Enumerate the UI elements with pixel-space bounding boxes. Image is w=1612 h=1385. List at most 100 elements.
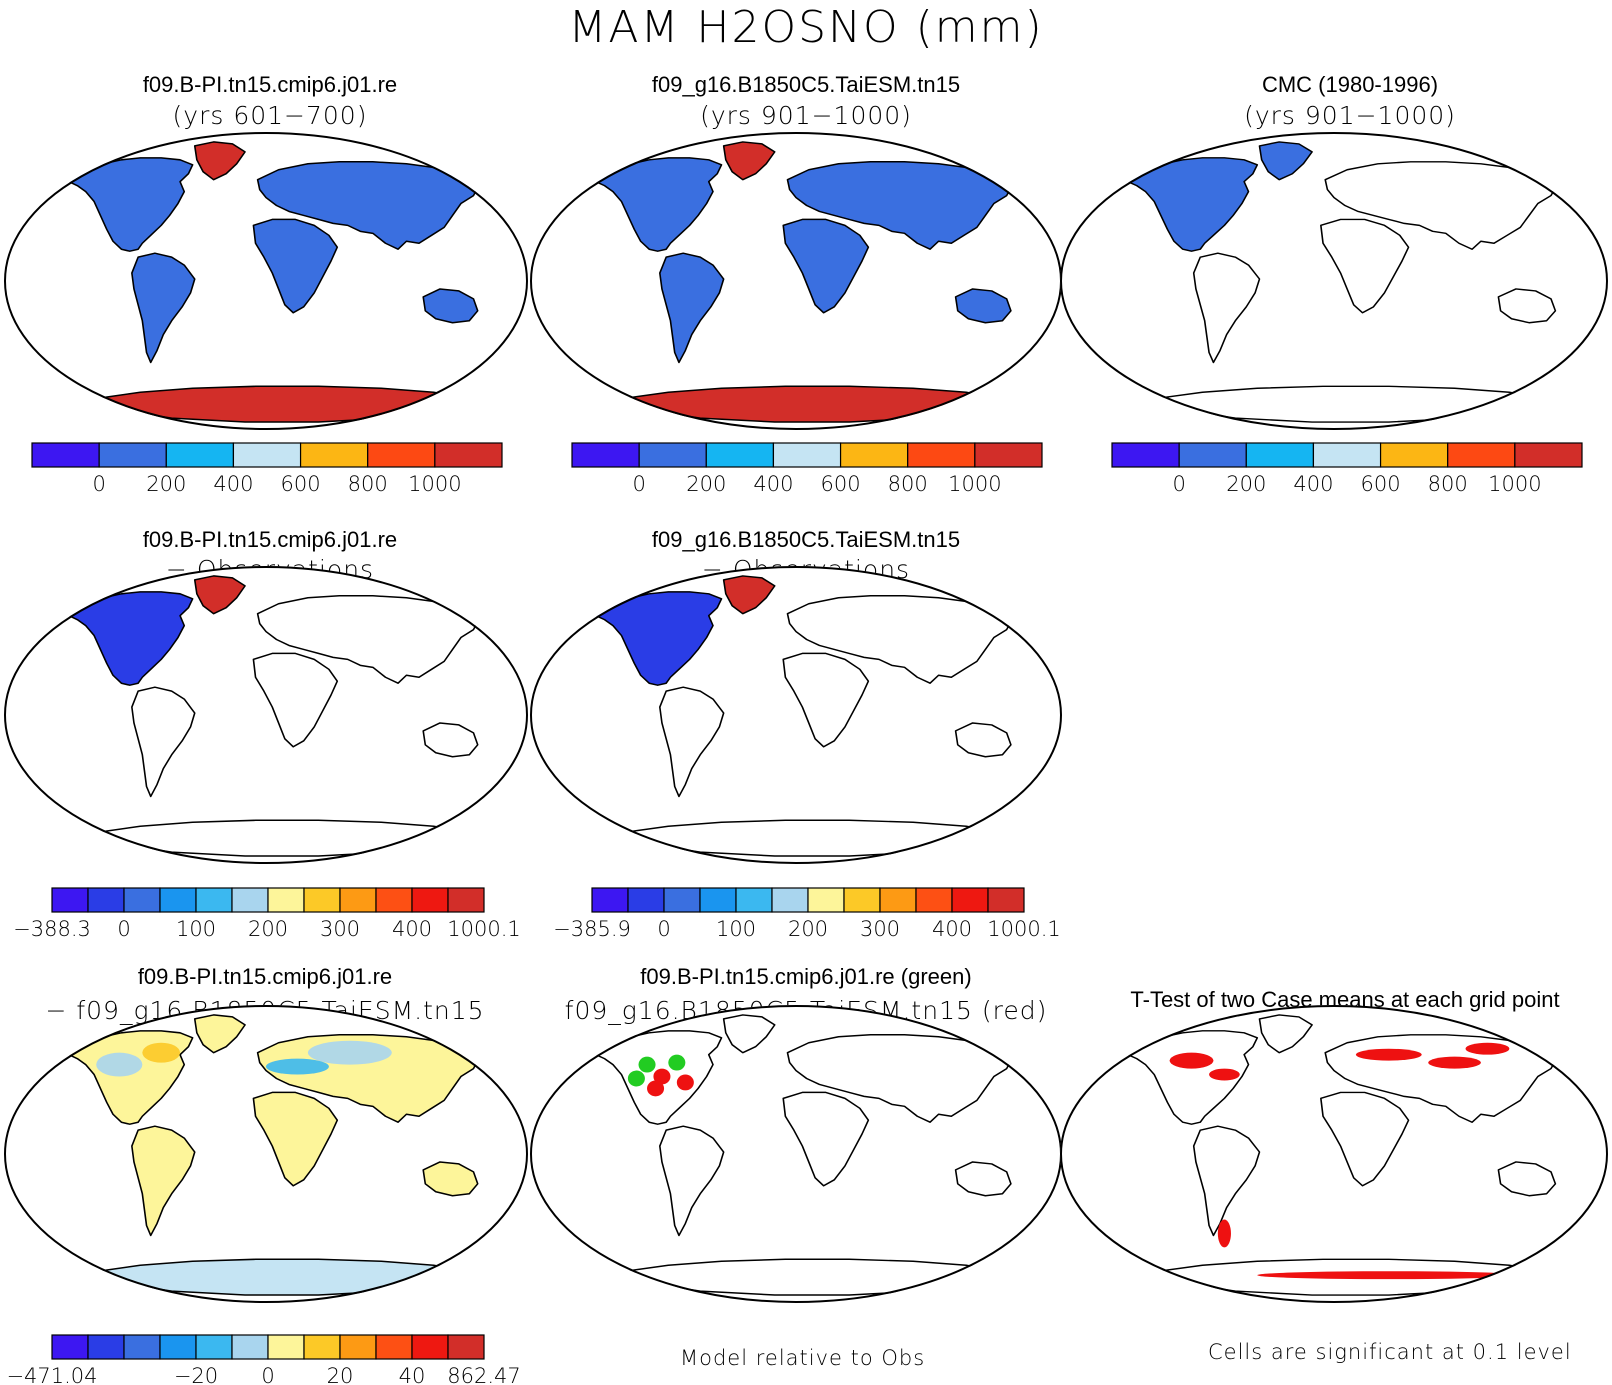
colorbar-swatch bbox=[367, 442, 436, 468]
colorbar-3: 0 200 400 600 800 1000 bbox=[1111, 442, 1583, 496]
colorbar-6: −471.04 −20 0 20 40 862.47 bbox=[6, 1334, 521, 1385]
colorbar-tick-label: 400 bbox=[392, 917, 432, 941]
map-border bbox=[4, 132, 528, 430]
colorbar-tick-label: 0 bbox=[1172, 472, 1185, 496]
anomaly-patch bbox=[266, 1058, 329, 1075]
colorbar-tick-label: 600 bbox=[281, 472, 321, 496]
colorbar-swatch bbox=[951, 887, 989, 913]
colorbar-swatch bbox=[267, 887, 305, 913]
south-america-outline bbox=[1192, 252, 1261, 364]
colorbar-swatch bbox=[627, 887, 665, 913]
colorbar-tick-label: 0 bbox=[92, 472, 105, 496]
colorbar-swatch bbox=[807, 887, 845, 913]
eurasia-outline bbox=[256, 161, 481, 250]
colorbar-tick-label: 200 bbox=[1226, 472, 1266, 496]
greenland-outline bbox=[193, 141, 246, 181]
colorbar-tick-label: 1000.1 bbox=[987, 917, 1060, 941]
eurasia-outline bbox=[1324, 1034, 1559, 1123]
colorbar-swatch bbox=[299, 442, 369, 468]
colorbar-swatch bbox=[571, 442, 640, 468]
africa-outline bbox=[782, 1091, 870, 1187]
eurasia-outline bbox=[786, 1034, 1014, 1123]
colorbar-swatch bbox=[267, 1334, 305, 1360]
colorbar-tick-label: −471.04 bbox=[6, 1364, 97, 1385]
australia-outline bbox=[1497, 1161, 1557, 1197]
colorbar-swatch bbox=[411, 1334, 449, 1360]
significance-blob bbox=[653, 1068, 671, 1085]
colorbar-tick-label: 0 bbox=[117, 917, 130, 941]
colorbar-swatch bbox=[1447, 442, 1516, 468]
colorbar-tick-label: 100 bbox=[716, 917, 756, 941]
panel-7-title: f09.B-PI.tn15.cmip6.j01.re (green) bbox=[640, 964, 972, 989]
colorbar-tick-label: 20 bbox=[327, 1364, 354, 1385]
panel-2-subtitle: (yrs 901−1000) bbox=[700, 101, 912, 130]
north-america-outline bbox=[66, 157, 194, 252]
colorbar-tick-label: 800 bbox=[1428, 472, 1468, 496]
anomaly-patch bbox=[96, 1052, 143, 1077]
colorbar-swatch bbox=[159, 1334, 197, 1360]
significance-blob bbox=[647, 1080, 665, 1097]
colorbar-swatch bbox=[87, 1334, 125, 1360]
africa-outline bbox=[252, 652, 339, 748]
map-border bbox=[1060, 1005, 1608, 1303]
map-panel-6 bbox=[4, 1005, 528, 1303]
colorbar-swatch bbox=[339, 1334, 377, 1360]
colorbar-tick-label: 800 bbox=[888, 472, 928, 496]
colorbar-tick-label: 0 bbox=[632, 472, 645, 496]
colorbar-swatch bbox=[735, 887, 773, 913]
australia-outline bbox=[954, 722, 1012, 758]
significant-cells bbox=[1465, 1042, 1510, 1055]
colorbar-1: 0 200 400 600 800 1000 bbox=[31, 442, 503, 496]
significance-blob bbox=[638, 1056, 656, 1073]
map-panel-4 bbox=[4, 566, 528, 864]
colorbar-swatch bbox=[231, 887, 269, 913]
significance-note: Cells are significant at 0.1 level bbox=[1208, 1340, 1572, 1364]
significant-cells bbox=[1257, 1271, 1521, 1280]
colorbar-swatch bbox=[339, 887, 377, 913]
significant-cells bbox=[1209, 1068, 1240, 1081]
colorbar-swatch bbox=[772, 442, 842, 468]
eurasia-outline bbox=[256, 595, 481, 684]
north-america-outline bbox=[1124, 157, 1259, 252]
panel-3-title: CMC (1980-1996) bbox=[1261, 72, 1439, 97]
greenland-outline bbox=[193, 575, 246, 615]
colorbar-tick-label: 400 bbox=[753, 472, 793, 496]
australia-outline bbox=[422, 1161, 479, 1197]
australia-outline bbox=[422, 288, 479, 324]
map-panel-8 bbox=[1060, 1005, 1608, 1303]
colorbar-5: −385.9 0 100 200 300 400 1000.1 bbox=[553, 887, 1061, 941]
panel-4-title: f09.B-PI.tn15.cmip6.j01.re bbox=[142, 527, 398, 552]
colorbar-tick-label: 400 bbox=[1293, 472, 1333, 496]
colorbar-swatch bbox=[375, 1334, 413, 1360]
colorbar-swatch bbox=[974, 442, 1043, 468]
colorbar-swatch bbox=[87, 887, 125, 913]
africa-outline bbox=[782, 652, 870, 748]
ocean-background bbox=[1060, 1005, 1608, 1303]
south-america-outline bbox=[1192, 1125, 1261, 1237]
colorbar-swatch bbox=[411, 887, 449, 913]
colorbar-swatch bbox=[1245, 442, 1315, 468]
colorbar-swatch bbox=[447, 887, 485, 913]
colorbar-tick-label: 200 bbox=[686, 472, 726, 496]
colorbar-tick-label: 300 bbox=[860, 917, 900, 941]
panel-6-title: f09.B-PI.tn15.cmip6.j01.re bbox=[137, 964, 393, 989]
colorbar-swatch bbox=[375, 887, 413, 913]
africa-outline bbox=[1320, 1091, 1410, 1187]
colorbar-swatch bbox=[31, 442, 100, 468]
colorbar-tick-label: 200 bbox=[248, 917, 288, 941]
colorbar-tick-label: 600 bbox=[1361, 472, 1401, 496]
south-america-outline bbox=[131, 686, 196, 798]
colorbar-swatch bbox=[434, 442, 503, 468]
greenland-outline bbox=[193, 1014, 246, 1054]
colorbar-swatch bbox=[303, 1334, 341, 1360]
colorbar-swatch bbox=[907, 442, 976, 468]
colorbar-swatch bbox=[638, 442, 707, 468]
panel-1-subtitle: (yrs 601−700) bbox=[172, 101, 368, 130]
colorbar-tick-label: 200 bbox=[146, 472, 186, 496]
greenland-outline bbox=[1258, 1014, 1313, 1054]
colorbar-tick-label: −388.3 bbox=[13, 917, 91, 941]
significance-blob bbox=[627, 1070, 645, 1087]
north-america-outline bbox=[1124, 1030, 1259, 1125]
anomaly-patch bbox=[307, 1040, 392, 1065]
